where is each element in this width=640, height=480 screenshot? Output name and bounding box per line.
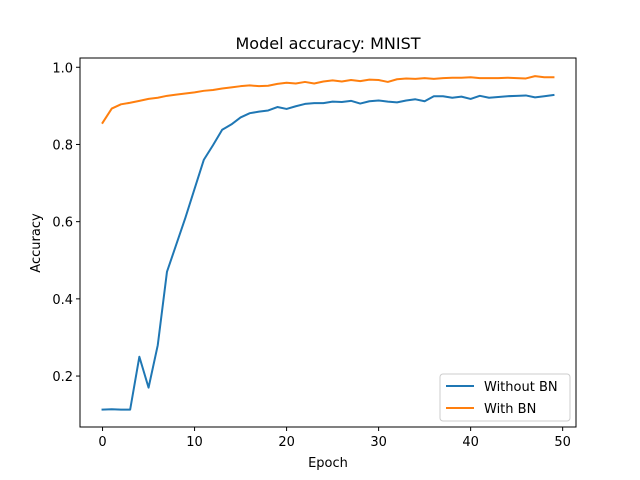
legend-label-with-bn: With BN (484, 402, 536, 417)
chart-title: Model accuracy: MNIST (235, 34, 420, 53)
y-axis-label: Accuracy (29, 213, 44, 273)
legend-label-without-bn: Without BN (484, 380, 558, 395)
y-tick-label: 0.6 (52, 216, 73, 231)
series-line-with-bn (101, 75, 555, 125)
x-tick-label: 30 (370, 435, 387, 450)
x-tick-label: 20 (278, 435, 295, 450)
y-tick-label: 0.2 (52, 370, 73, 385)
x-tick-label: 10 (186, 435, 203, 450)
legend: Without BN With BN (439, 373, 571, 422)
x-tick-label: 50 (554, 435, 571, 450)
y-tick-label: 0.8 (52, 138, 73, 153)
x-tick-label: 40 (462, 435, 479, 450)
y-tick-label: 1.0 (52, 61, 73, 76)
series-line-without-bn (101, 93, 555, 411)
axes-frame (79, 57, 577, 428)
x-tick-label: 0 (98, 435, 106, 450)
plot-area: 0 10 20 30 40 50 0.2 0.4 0.6 0.8 1.0 (52, 57, 577, 450)
y-tick-label: 0.4 (52, 293, 73, 308)
x-axis-label: Epoch (308, 456, 348, 471)
